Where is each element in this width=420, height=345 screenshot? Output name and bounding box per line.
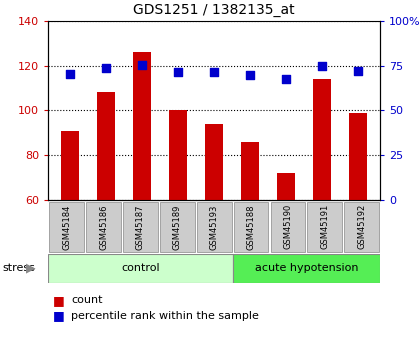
Text: acute hypotension: acute hypotension — [255, 263, 358, 273]
Bar — [344, 202, 379, 252]
Text: GSM45186: GSM45186 — [99, 204, 108, 249]
Text: count: count — [71, 295, 103, 305]
Bar — [270, 202, 305, 252]
Text: GSM45191: GSM45191 — [320, 204, 329, 249]
Bar — [169, 110, 187, 200]
Text: ■: ■ — [52, 294, 64, 307]
Bar — [86, 202, 121, 252]
Text: ■: ■ — [52, 309, 64, 322]
Point — [139, 62, 145, 67]
Point — [211, 69, 218, 75]
Bar — [48, 254, 233, 283]
Bar — [197, 202, 231, 252]
Bar — [349, 113, 368, 200]
Text: GSM45187: GSM45187 — [136, 204, 145, 249]
Bar — [234, 202, 268, 252]
Point — [247, 73, 254, 78]
Bar — [313, 79, 331, 200]
Text: GSM45189: GSM45189 — [173, 204, 182, 249]
Title: GDS1251 / 1382135_at: GDS1251 / 1382135_at — [134, 3, 295, 17]
Text: percentile rank within the sample: percentile rank within the sample — [71, 311, 259, 321]
Bar — [277, 173, 295, 200]
Bar — [307, 202, 342, 252]
Point — [319, 64, 326, 69]
Point — [175, 69, 181, 75]
Bar — [241, 142, 259, 200]
Bar — [160, 202, 194, 252]
Text: GSM45184: GSM45184 — [62, 204, 71, 249]
Point — [102, 66, 109, 71]
Text: GSM45188: GSM45188 — [247, 204, 255, 249]
Text: control: control — [121, 263, 160, 273]
Bar — [133, 52, 151, 200]
Bar — [123, 202, 158, 252]
Bar — [61, 131, 79, 200]
Bar — [50, 202, 84, 252]
Point — [355, 68, 362, 74]
Text: GSM45192: GSM45192 — [357, 204, 366, 249]
Point — [67, 71, 74, 76]
Bar — [233, 254, 380, 283]
Text: GSM45193: GSM45193 — [210, 204, 219, 249]
Text: stress: stress — [2, 263, 35, 273]
Bar — [97, 92, 115, 200]
Bar — [205, 124, 223, 200]
Text: ▶: ▶ — [26, 262, 36, 275]
Text: GSM45190: GSM45190 — [284, 204, 292, 249]
Point — [283, 76, 290, 82]
